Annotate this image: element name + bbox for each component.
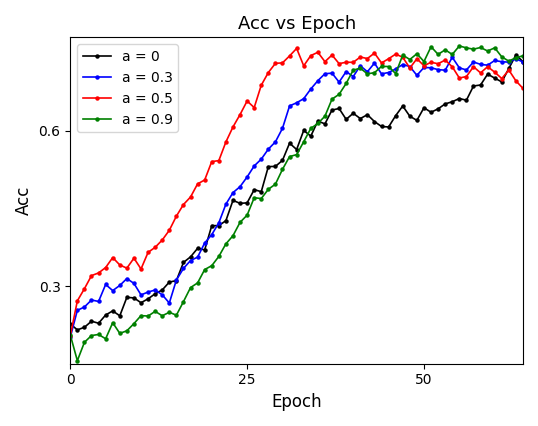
a = 0.9	[67, 332, 74, 337]
a = 0.9	[456, 43, 463, 49]
a = 0.9	[180, 299, 187, 304]
a = 0	[520, 59, 526, 64]
a = 0.3	[173, 277, 180, 282]
a = 0.3	[449, 55, 456, 60]
X-axis label: Epoch: Epoch	[271, 393, 322, 411]
a = 0	[180, 260, 187, 265]
a = 0.9	[308, 126, 314, 131]
a = 0.9	[74, 358, 81, 363]
a = 0.9	[265, 187, 272, 192]
Title: Acc vs Epoch: Acc vs Epoch	[237, 15, 356, 33]
a = 0	[74, 327, 81, 332]
a = 0.5	[506, 67, 512, 72]
a = 0.5	[308, 53, 314, 58]
a = 0.3	[520, 60, 526, 65]
a = 0	[67, 321, 74, 326]
a = 0.9	[470, 46, 477, 52]
a = 0.3	[201, 240, 208, 245]
a = 0.3	[67, 335, 74, 340]
Line: a = 0.3: a = 0.3	[69, 56, 525, 339]
a = 0.5	[173, 213, 180, 219]
a = 0.9	[520, 53, 526, 58]
a = 0.3	[463, 67, 470, 72]
Line: a = 0.9: a = 0.9	[69, 44, 525, 362]
a = 0.5	[67, 333, 74, 338]
a = 0.3	[258, 157, 265, 162]
a = 0.5	[520, 86, 526, 91]
Y-axis label: Acc: Acc	[15, 186, 33, 215]
a = 0.3	[506, 60, 512, 65]
a = 0	[209, 223, 215, 228]
a = 0	[463, 98, 470, 103]
a = 0.9	[506, 59, 512, 64]
Line: a = 0: a = 0	[69, 53, 525, 331]
a = 0	[308, 133, 314, 138]
a = 0.3	[301, 96, 307, 101]
a = 0.9	[209, 263, 215, 268]
a = 0.5	[258, 83, 265, 88]
a = 0	[513, 52, 519, 58]
a = 0	[499, 79, 505, 84]
a = 0.5	[293, 46, 300, 51]
a = 0.5	[463, 74, 470, 79]
a = 0	[265, 164, 272, 169]
Line: a = 0.5: a = 0.5	[69, 47, 525, 337]
a = 0.5	[201, 178, 208, 183]
Legend: a = 0, a = 0.3, a = 0.5, a = 0.9: a = 0, a = 0.3, a = 0.5, a = 0.9	[77, 44, 178, 132]
